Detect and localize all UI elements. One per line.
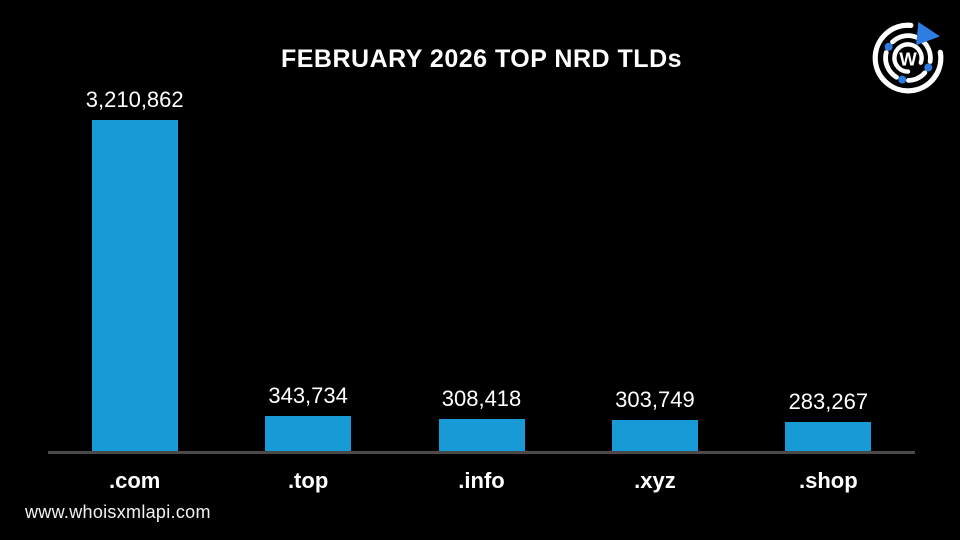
x-axis-line bbox=[48, 451, 915, 454]
bar-xyz bbox=[611, 419, 698, 451]
bar-group: 308,418 bbox=[395, 386, 568, 451]
logo-letter: W bbox=[899, 48, 917, 69]
bar-value-label: 3,210,862 bbox=[85, 87, 184, 112]
plot-area: 3,210,862 343,734 308,418 303,749 283,267 bbox=[48, 87, 915, 451]
bar-chart: 3,210,862 343,734 308,418 303,749 283,267 .c… bbox=[48, 87, 915, 494]
logo-dot-icon bbox=[884, 42, 893, 51]
bar-group: 303,749 bbox=[568, 387, 741, 451]
bar-value-label: 303,749 bbox=[615, 386, 695, 412]
logo-dot-icon bbox=[924, 63, 933, 72]
category-label-info: .info bbox=[458, 468, 505, 493]
bar-value-label: 283,267 bbox=[788, 388, 869, 414]
chart-title: FEBRUARY 2026 TOP NRD TLDs bbox=[280, 45, 683, 73]
logo-outer-ring bbox=[872, 22, 944, 94]
bar-info bbox=[438, 419, 525, 451]
category-label-com: .com bbox=[109, 468, 161, 493]
category-label-shop: .shop bbox=[798, 468, 858, 493]
whoisxmlapi-logo-icon: W bbox=[872, 22, 944, 94]
bar-value-label: 343,734 bbox=[268, 382, 348, 408]
bar-top bbox=[265, 415, 352, 451]
category-label-xyz: .xyz bbox=[634, 468, 676, 493]
bar-group: 343,734 bbox=[221, 383, 394, 451]
bar-shop bbox=[785, 421, 872, 451]
logo-middle-ring-segment bbox=[906, 70, 928, 83]
website-caption: www.whoisxmlapi.com bbox=[25, 502, 211, 522]
category-label-top: .top bbox=[287, 468, 329, 493]
bar-group: 283,267 bbox=[742, 389, 915, 451]
category-row: .com .top .info .xyz .shop bbox=[48, 454, 915, 494]
bar-group: 3,210,862 bbox=[48, 87, 221, 451]
bar-com bbox=[91, 120, 178, 451]
logo-pennant-icon bbox=[916, 22, 940, 46]
logo-dot-icon bbox=[898, 75, 907, 84]
logo-inner-ring bbox=[892, 42, 924, 74]
logo-middle-ring-segment bbox=[883, 50, 899, 80]
bar-value-label: 308,418 bbox=[441, 386, 522, 412]
